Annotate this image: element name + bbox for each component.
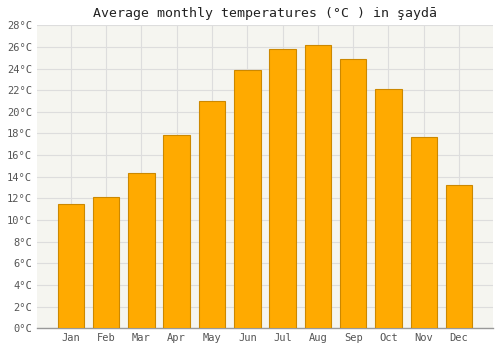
Bar xyxy=(304,45,331,328)
Bar xyxy=(58,204,84,328)
Bar xyxy=(340,59,366,328)
Bar xyxy=(234,70,260,328)
Bar xyxy=(93,197,120,328)
Bar xyxy=(198,101,225,328)
Bar xyxy=(164,134,190,328)
Bar xyxy=(375,89,402,328)
Bar xyxy=(446,186,472,328)
Bar xyxy=(410,137,437,328)
Bar xyxy=(128,174,154,328)
Title: Average monthly temperatures (°C ) in şaydā: Average monthly temperatures (°C ) in şa… xyxy=(93,7,437,20)
Bar xyxy=(270,49,296,328)
